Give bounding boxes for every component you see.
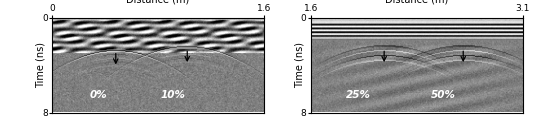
Text: 50%: 50%: [431, 90, 455, 100]
Text: 25%: 25%: [346, 90, 371, 100]
Text: 10%: 10%: [161, 90, 186, 100]
X-axis label: Distance (m): Distance (m): [385, 0, 448, 5]
Y-axis label: Time (ns): Time (ns): [294, 42, 305, 88]
Y-axis label: Time (ns): Time (ns): [36, 42, 46, 88]
Text: 0%: 0%: [89, 90, 107, 100]
X-axis label: Distance (m): Distance (m): [126, 0, 190, 5]
